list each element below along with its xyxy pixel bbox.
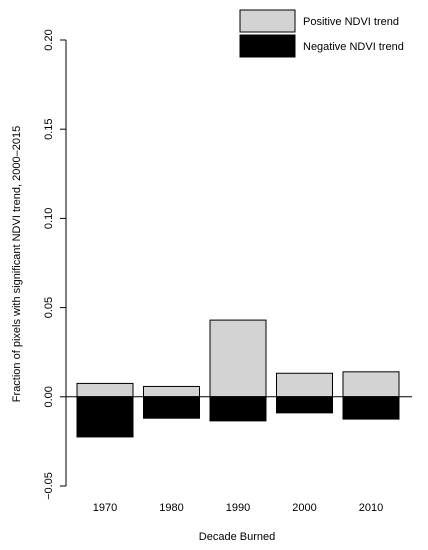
bar-negative-2010: [342, 396, 400, 420]
legend-label: Negative NDVI trend: [303, 41, 404, 53]
y-tick-label: −0.05: [43, 472, 55, 500]
bar-positive-1990: [209, 319, 267, 398]
x-axis-title: Decade Burned: [199, 531, 275, 543]
x-axis-labels: 1970 1980 1990 2000 2010: [93, 502, 383, 514]
y-tick-label: 0.10: [43, 208, 55, 229]
y-tick-label: 0.20: [43, 29, 55, 50]
bar-negative-1990: [209, 396, 267, 422]
y-tick-label: 0.00: [43, 386, 55, 407]
bar-negative-1980: [143, 396, 200, 419]
x-tick-label: 1980: [159, 502, 183, 514]
bars: [76, 319, 400, 438]
x-tick-label: 2010: [359, 502, 383, 514]
y-axis: −0.05 0.00 0.05 0.10 0.15 0.20: [43, 29, 67, 500]
y-tick-label: 0.05: [43, 297, 55, 318]
legend-swatch: [239, 34, 296, 58]
x-tick-label: 1990: [226, 502, 250, 514]
y-tick-label: 0.15: [43, 118, 55, 139]
y-axis-title: Fraction of pixels with significant NDVI…: [11, 126, 23, 402]
bar-positive-2010: [342, 371, 400, 398]
bar-positive-2000: [276, 372, 333, 398]
bar-positive-1980: [143, 385, 200, 398]
bar-negative-2000: [276, 396, 333, 414]
x-tick-label: 1970: [93, 502, 117, 514]
legend: Positive NDVI trend Negative NDVI trend: [239, 9, 404, 58]
legend-label: Positive NDVI trend: [303, 16, 399, 28]
x-tick-label: 2000: [292, 502, 316, 514]
bar-negative-1970: [76, 396, 134, 438]
legend-swatch: [239, 9, 296, 33]
bar-positive-1970: [76, 382, 134, 398]
